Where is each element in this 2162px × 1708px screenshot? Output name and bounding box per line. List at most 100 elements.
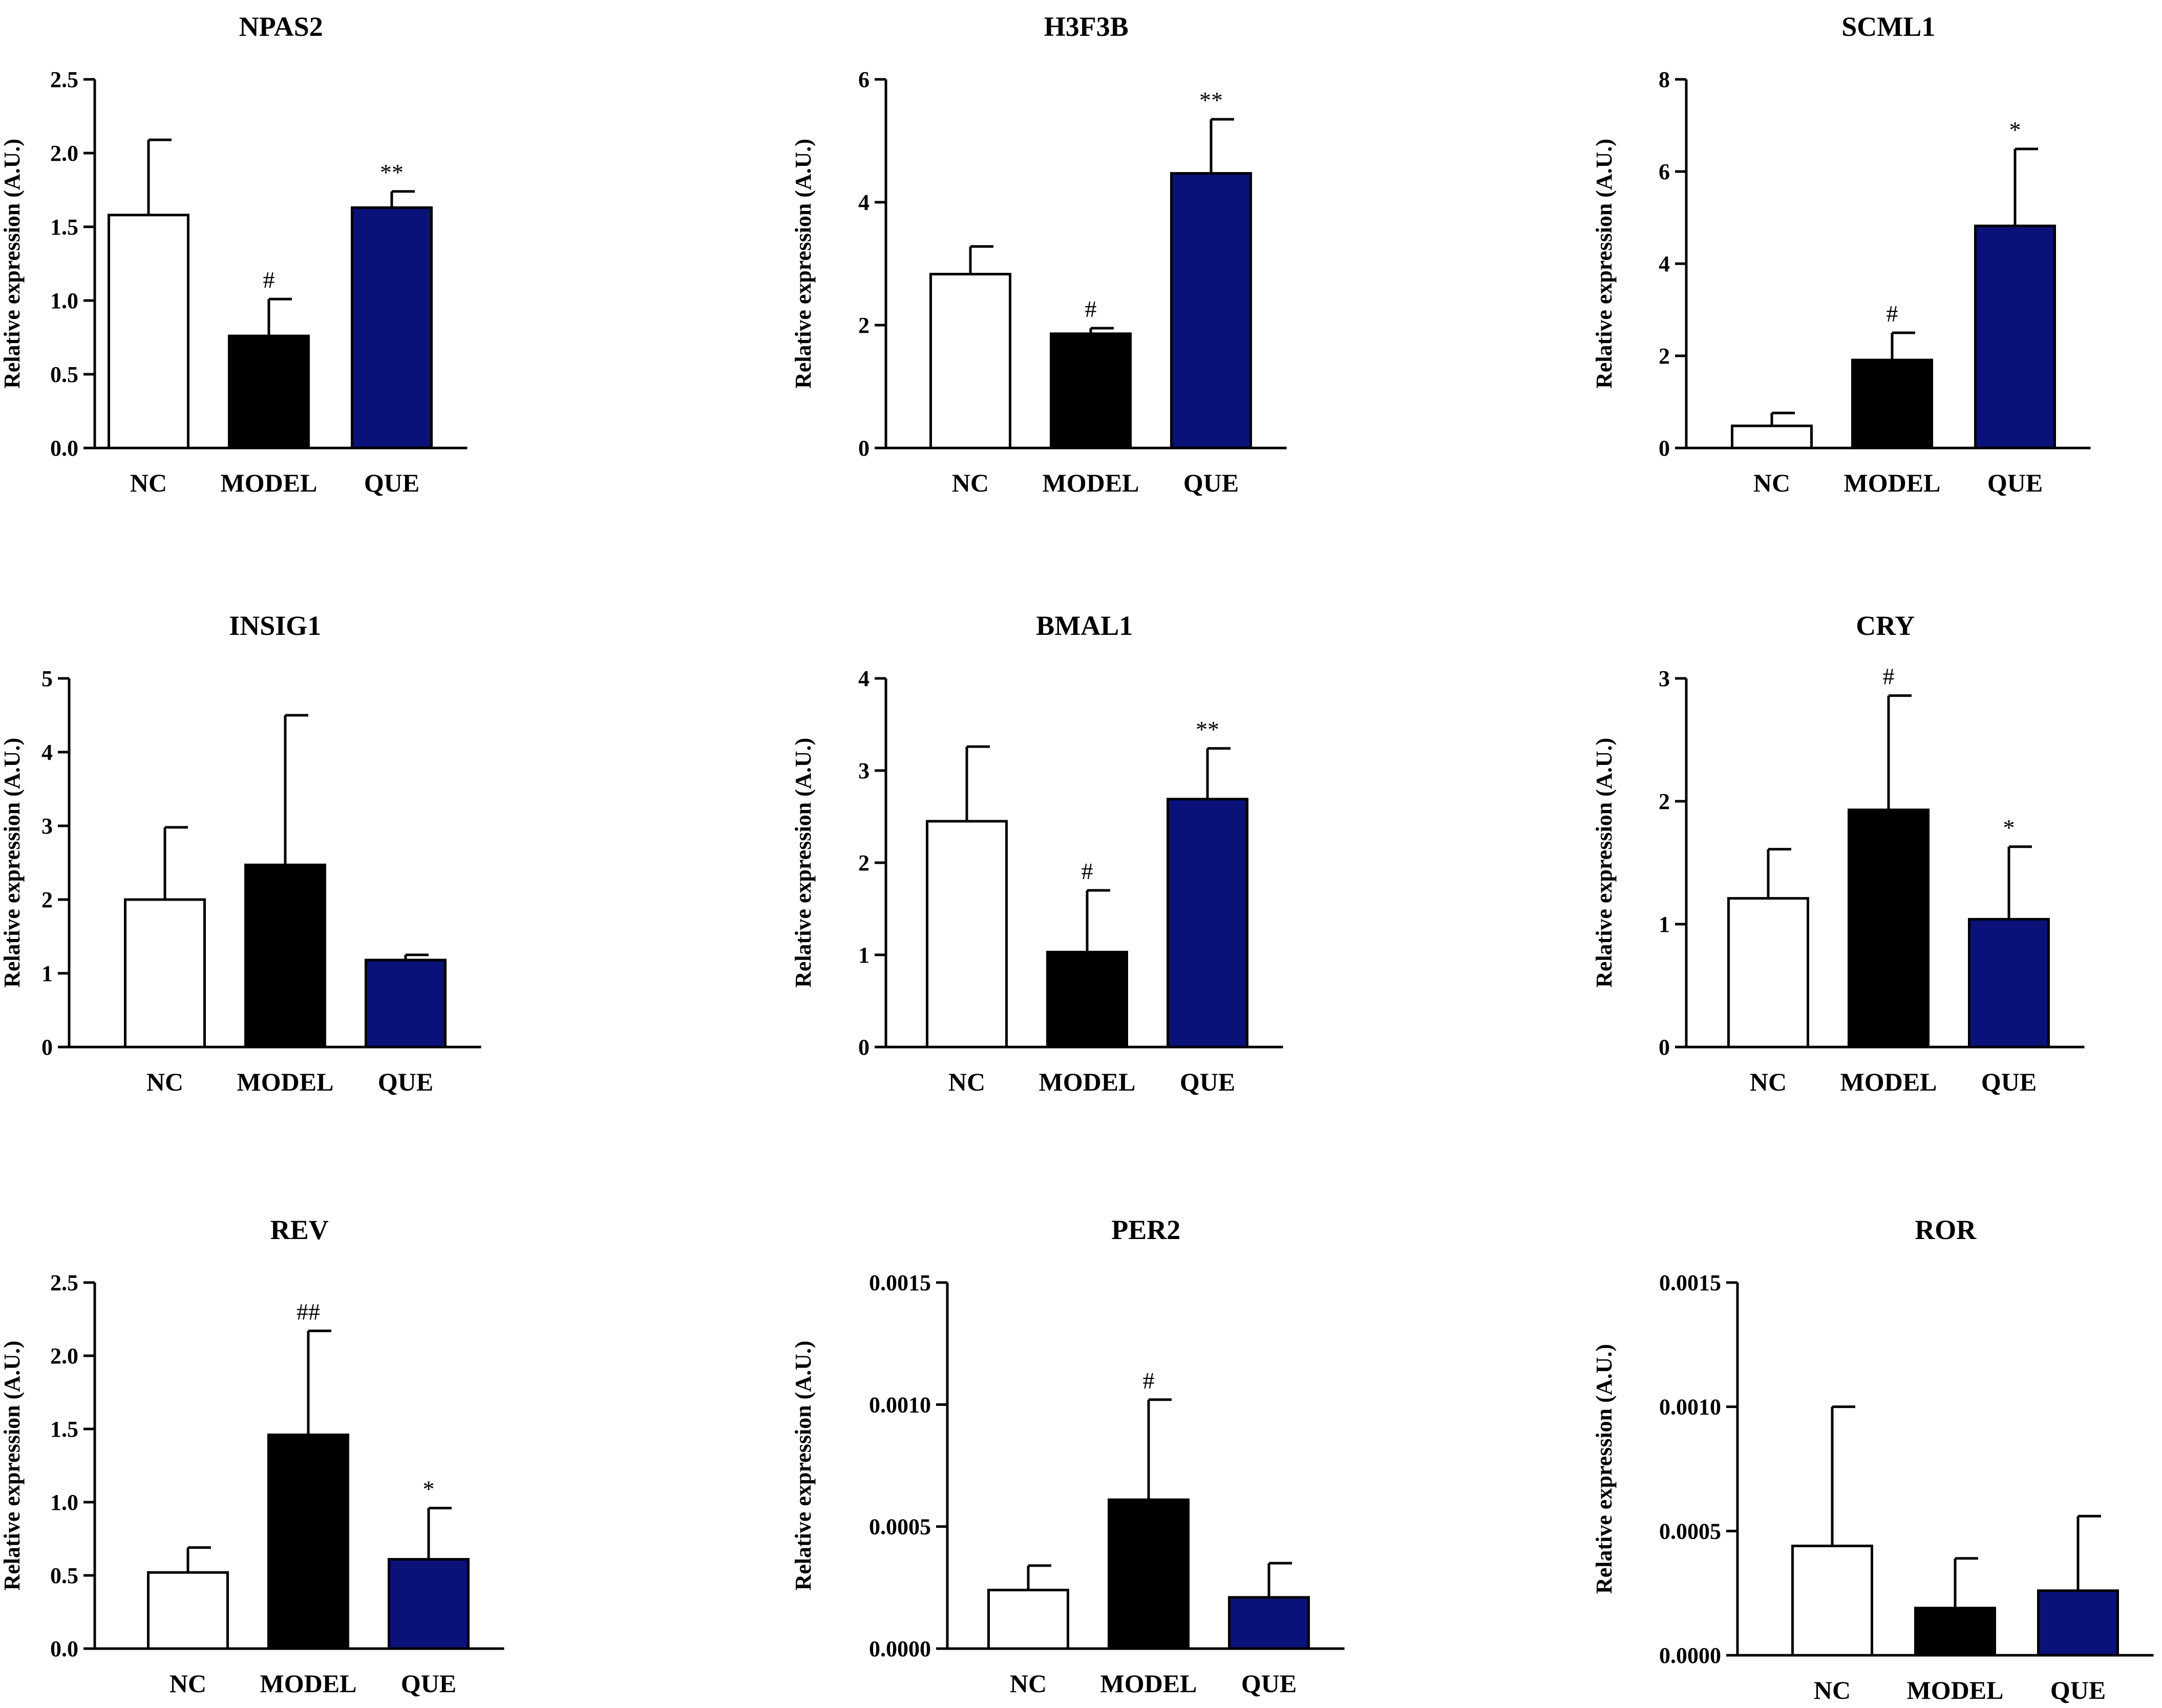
y-tick-label: 0 — [41, 1035, 53, 1060]
significance-label: # — [1883, 664, 1895, 690]
y-tick-label: 4 — [858, 190, 870, 215]
y-tick-label: 0.0 — [50, 436, 78, 461]
bar-que — [388, 1558, 470, 1650]
y-tick-label: 4 — [1659, 251, 1670, 276]
x-tick-label: MODEL — [1907, 1676, 2004, 1704]
x-tick-label: NC — [1750, 1068, 1787, 1096]
y-tick-label: 4 — [41, 740, 53, 765]
x-tick-label: MODEL — [1844, 468, 1941, 497]
bar-que — [1974, 224, 2056, 450]
chart-title: ROR — [1915, 1214, 1977, 1245]
y-tick-label: 0.0005 — [869, 1514, 931, 1540]
y-tick-label: 0 — [858, 1035, 870, 1060]
y-axis-label: Relative expression (A.U.) — [0, 738, 25, 988]
y-axis-label: Relative expression (A.U.) — [1592, 1344, 1617, 1594]
y-axis-label: Relative expression (A.U.) — [1592, 139, 1617, 389]
y-tick-label: 0.0 — [50, 1636, 78, 1661]
bar-model — [1914, 1607, 1996, 1657]
y-tick-label: 0 — [1659, 436, 1670, 461]
x-tick-label: NC — [146, 1068, 183, 1096]
x-tick-label: MODEL — [1840, 1068, 1937, 1096]
x-tick-label: QUE — [364, 468, 419, 497]
y-tick-label: 0 — [1659, 1035, 1670, 1060]
x-tick-label: QUE — [401, 1669, 456, 1698]
y-axis-label: Relative expression (A.U.) — [791, 1341, 816, 1591]
y-tick-label: 2 — [41, 887, 53, 912]
bar-nc — [929, 272, 1011, 450]
x-tick-label: NC — [1753, 468, 1790, 497]
chart-panel-npas2: NPAS2 Relative expression (A.U.) 0.0 0.5 1.0… — [0, 11, 468, 497]
chart-panel-per2: PER2 Relative expression (A.U.) 0.0000 0.00… — [791, 1214, 1345, 1698]
y-tick-label: 0.0015 — [869, 1270, 931, 1295]
chart-panel-insig1: INSIG1 Relative expression (A.U.) 0 1 2 3 4 5 NC… — [0, 610, 481, 1096]
bar-nc — [108, 214, 189, 450]
chart-title: PER2 — [1111, 1214, 1180, 1245]
bar-model — [1108, 1498, 1190, 1650]
chart-title: NPAS2 — [239, 11, 323, 42]
y-tick-label: 1.0 — [50, 288, 78, 313]
chart-panel-ror: ROR Relative expression (A.U.) 0.0000 0.000… — [1592, 1214, 2154, 1704]
bar-que — [365, 958, 447, 1049]
y-tick-label: 2.5 — [50, 67, 78, 92]
bar-nc — [147, 1571, 229, 1650]
bar-que — [2037, 1589, 2119, 1657]
significance-label: # — [1143, 1368, 1155, 1394]
chart-title: SCML1 — [1841, 11, 1935, 42]
bar-que — [1228, 1596, 1310, 1650]
bar-nc — [1791, 1544, 1873, 1657]
y-tick-label: 3 — [41, 814, 53, 839]
bar-nc — [1727, 897, 1809, 1049]
y-tick-label: 1.0 — [50, 1490, 78, 1515]
y-tick-label: 0.5 — [50, 362, 78, 387]
y-axis-label: Relative expression (A.U.) — [791, 139, 816, 389]
chart-title: BMAL1 — [1036, 610, 1133, 641]
y-tick-label: 4 — [858, 666, 870, 691]
x-tick-label: NC — [1814, 1676, 1851, 1704]
x-tick-label: NC — [169, 1669, 206, 1698]
bar-model — [244, 863, 326, 1049]
y-axis-label: Relative expression (A.U.) — [791, 738, 816, 988]
y-tick-label: 1 — [41, 961, 53, 986]
y-tick-label: 2.0 — [50, 141, 78, 166]
y-tick-label: 0 — [858, 436, 870, 461]
x-tick-label: QUE — [1241, 1669, 1297, 1698]
y-axis-label: Relative expression (A.U.) — [0, 1341, 25, 1591]
x-tick-label: MODEL — [221, 468, 317, 497]
bar-model — [1046, 951, 1128, 1049]
bar-que — [1167, 798, 1248, 1049]
chart-title: H3F3B — [1044, 11, 1129, 42]
significance-label: # — [1085, 296, 1097, 322]
chart-panel-scml1: SCML1 Relative expression (A.U.) 0 2 4 6 8 NC # M… — [1592, 11, 2091, 497]
chart-title: CRY — [1856, 610, 1915, 641]
x-tick-label: NC — [952, 468, 989, 497]
y-tick-label: 0.0005 — [1659, 1519, 1721, 1544]
significance-label: * — [2003, 815, 2015, 841]
x-tick-label: MODEL — [237, 1068, 334, 1096]
y-tick-label: 0.0000 — [869, 1636, 931, 1661]
x-tick-label: QUE — [1183, 468, 1239, 497]
y-tick-label: 0.0000 — [1659, 1643, 1721, 1668]
significance-label: # — [263, 267, 275, 293]
chart-panel-rev: REV Relative expression (A.U.) 0.0 0.5 1.0 1.… — [0, 1214, 504, 1698]
bar-nc — [124, 898, 206, 1049]
y-axis-label: Relative expression (A.U.) — [0, 139, 25, 389]
chart-panel-h3f3b: H3F3B Relative expression (A.U.) 0 2 4 6 NC # MO… — [791, 11, 1287, 497]
chart-panel-cry: CRY Relative expression (A.U.) 0 1 2 3 NC # MODE… — [1592, 610, 2085, 1096]
significance-label: ** — [380, 159, 404, 185]
significance-label: # — [1082, 858, 1093, 884]
x-tick-label: NC — [130, 468, 167, 497]
chart-title: REV — [270, 1214, 329, 1245]
y-tick-label: 0.0015 — [1659, 1270, 1721, 1295]
x-tick-label: QUE — [1981, 1068, 2037, 1096]
chart-title: INSIG1 — [229, 610, 321, 641]
significance-label: * — [2009, 117, 2021, 143]
y-axis-label: Relative expression (A.U.) — [1592, 738, 1617, 988]
x-tick-label: MODEL — [1043, 468, 1139, 497]
y-tick-label: 1.5 — [50, 1417, 78, 1442]
y-tick-label: 2.0 — [50, 1343, 78, 1369]
bar-nc — [987, 1589, 1069, 1650]
x-tick-label: NC — [1010, 1669, 1047, 1698]
bar-nc — [926, 820, 1008, 1049]
bar-model — [228, 334, 310, 450]
